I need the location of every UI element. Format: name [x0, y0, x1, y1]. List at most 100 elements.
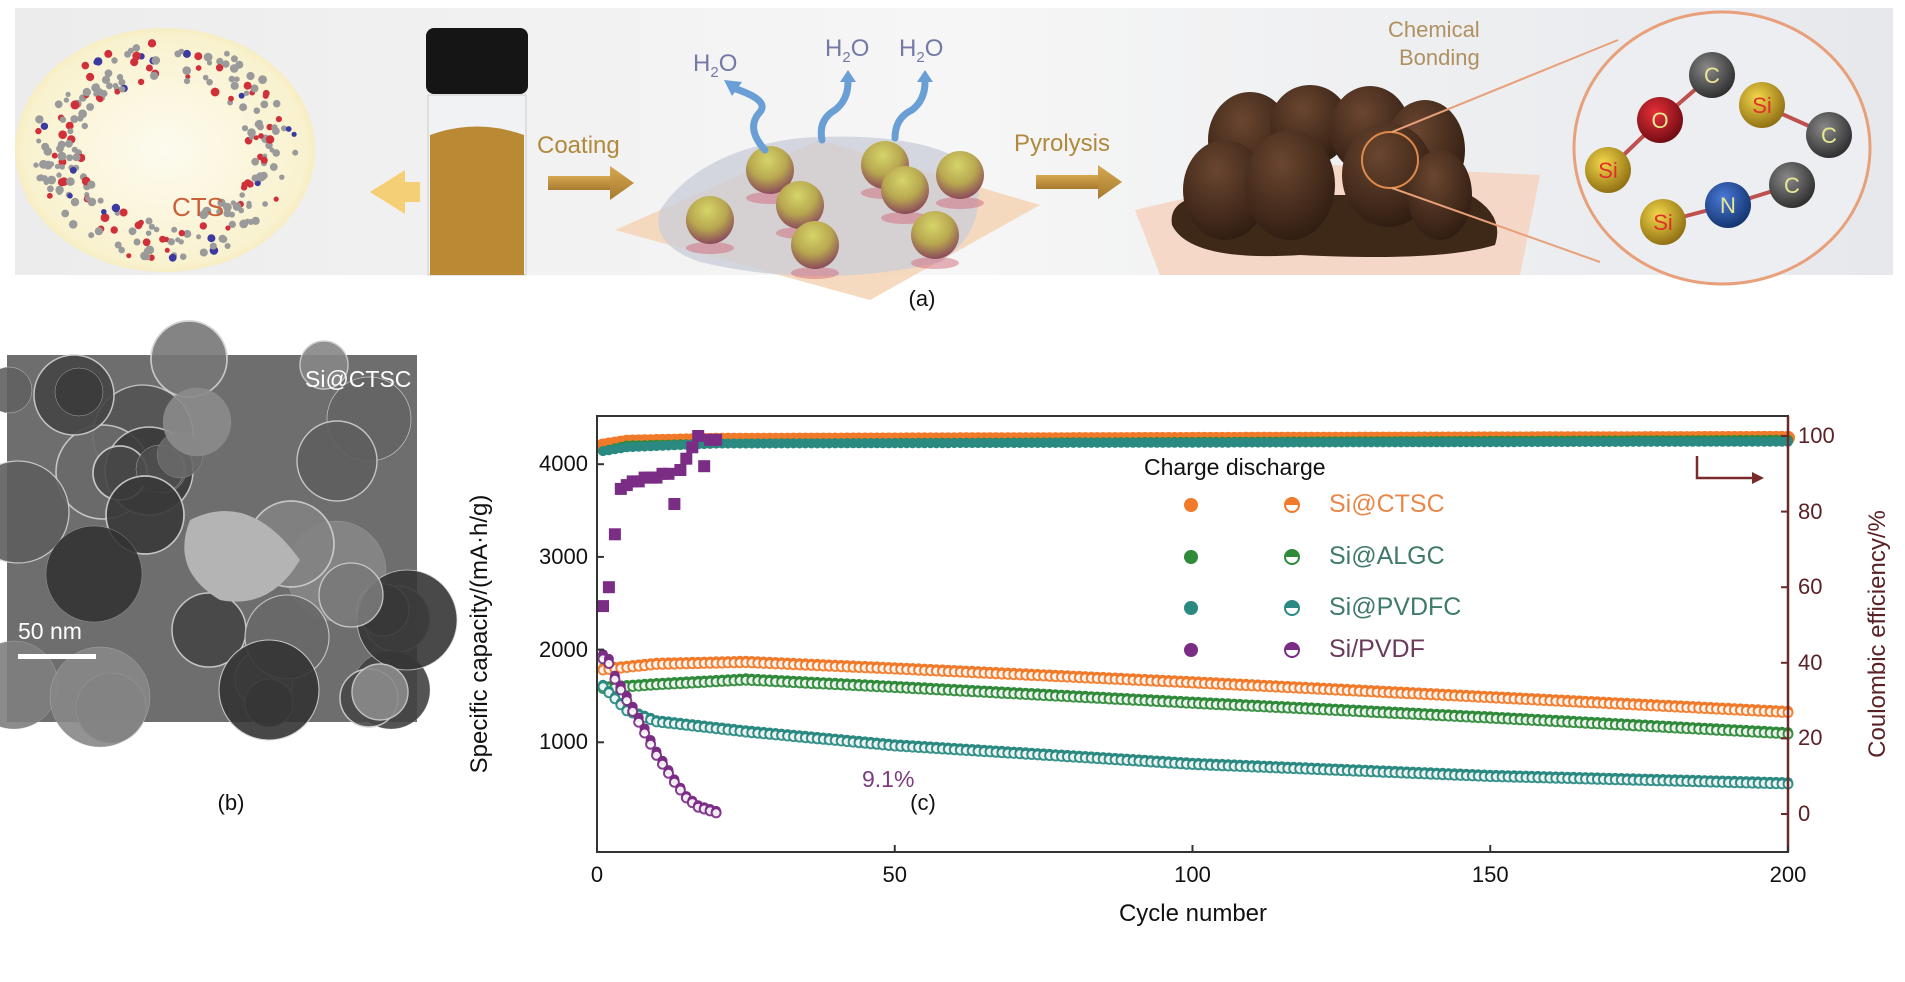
ce-point-Si@CTSC [1149, 432, 1164, 446]
charge-point-Si@PVDFC [841, 736, 853, 748]
y-right-tick-label: 40 [1798, 649, 1823, 675]
charge-point-Si@CTSC [1204, 678, 1216, 690]
ce-point-Si@PVDFC [1395, 437, 1406, 448]
charge-point-Si@PVDFC [1365, 766, 1377, 778]
charge-point-Si@CTSC [1109, 673, 1121, 685]
discharge-point-Si@ALGC [734, 673, 745, 684]
ce-point-Si@PVDFC [693, 439, 704, 450]
discharge-point-Si@CTSC [913, 663, 924, 674]
ce-point-Si@PVDFC [1133, 437, 1144, 448]
legend-label-Si@CTSC: Si@CTSC [1329, 490, 1445, 518]
discharge-point-Si@PVDFC [1425, 767, 1436, 778]
ce-point-Si@CTSC [875, 432, 890, 447]
ce-point-Si@ALGC [663, 439, 674, 450]
discharge-point-Si@ALGC [1139, 694, 1150, 704]
ce-point-Si@CTSC [601, 437, 616, 452]
ce-point-Si@CTSC [1554, 431, 1569, 446]
ce-point-Si@PVDFC [711, 438, 722, 449]
ce-point-Si@CTSC [1203, 431, 1218, 446]
charge-point-Si@PVDFC [1675, 775, 1687, 787]
ce-point-Si@ALGC [687, 439, 698, 450]
charge-point-Si@ALGC [978, 686, 990, 698]
charge-point-Si@CTSC [651, 658, 662, 670]
ce-point-Si@PVDFC [1145, 437, 1156, 448]
charge-point-Si@ALGC [1669, 722, 1681, 734]
ce-point-Si@ALGC [1610, 435, 1621, 446]
charge-point-Si@PVDFC [1395, 767, 1407, 779]
discharge-point-Si@ALGC [824, 677, 835, 688]
charge-point-Si@PVDFC [1746, 777, 1758, 789]
charge-point-Si@CTSC [1621, 699, 1633, 711]
discharge-point-Si@PVDFC [1455, 768, 1466, 779]
molecule-atom [67, 193, 73, 199]
ce-point-Si@ALGC [1652, 435, 1662, 446]
charge-point-Si@ALGC [746, 675, 758, 686]
legend-charge-marker [1284, 497, 1300, 513]
discharge-point-Si@CTSC [1354, 684, 1365, 695]
charge-point-Si@ALGC [728, 675, 740, 687]
ce-point-Si@CTSC [1161, 432, 1176, 446]
ce-point-Si/PVDF [638, 471, 651, 484]
discharge-point-Si@CTSC [1652, 699, 1662, 710]
discharge-point-Si@ALGC [598, 681, 608, 692]
ce-point-Si@CTSC [1060, 432, 1075, 447]
discharge-point-Si@CTSC [1318, 682, 1329, 693]
discharge-point-Si@ALGC [1580, 716, 1591, 727]
tem-particle [104, 426, 194, 516]
ce-point-Si@ALGC [1550, 435, 1561, 446]
discharge-point-Si@ALGC [1723, 724, 1734, 734]
discharge-point-Si@PVDFC [1669, 774, 1680, 785]
ce-point-Si@ALGC [1002, 437, 1013, 448]
discharge-point-Si@ALGC [782, 675, 793, 686]
ce-point-Si@CTSC [1310, 431, 1325, 446]
discharge-point-Si@PVDFC [1574, 772, 1585, 782]
ce-point-Si@CTSC [1215, 431, 1230, 446]
discharge-point-Si@PVDFC [693, 719, 704, 730]
charge-point-Si@CTSC [794, 659, 805, 671]
charge-point-Si@PVDFC [1294, 763, 1306, 775]
ce-point-Si@ALGC [1765, 434, 1776, 445]
charge-point-Si@PVDFC [716, 723, 728, 735]
discharge-point-Si@ALGC [1014, 687, 1025, 698]
ce-point-Si@CTSC [1382, 431, 1396, 446]
discharge-point-Si@ALGC [1497, 712, 1508, 722]
discharge-point-Si@PVDFC [723, 723, 733, 734]
charge-point-Si@ALGC [1216, 699, 1228, 711]
molecule-atom [54, 100, 63, 109]
discharge-point-Si@CTSC [1366, 685, 1377, 695]
ce-point-Si@CTSC [1257, 431, 1271, 446]
molecule-atom [185, 74, 191, 80]
discharge-point-Si@ALGC [1068, 690, 1079, 701]
charge-point-Si@PVDFC [1371, 766, 1383, 778]
molecule-atom [207, 234, 216, 243]
charge-point-Si@ALGC [1717, 725, 1728, 736]
charge-point-Si@PVDFC [925, 742, 936, 754]
discharge-point-Si@CTSC [1771, 705, 1782, 716]
ce-point-Si@ALGC [1354, 436, 1365, 447]
ce-point-Si@PVDFC [794, 438, 805, 449]
ce-point-Si/PVDF [650, 471, 663, 484]
charge-point-Si@PVDFC [942, 743, 954, 755]
discharge-point-Si@PVDFC [627, 706, 638, 717]
charge-point-Si@ALGC [1300, 703, 1312, 715]
charge-point-Si@ALGC [1639, 720, 1651, 732]
charge-point-Si@ALGC [1091, 692, 1103, 704]
discharge-point-Si@PVDFC [1634, 773, 1645, 784]
ce-point-Si@ALGC [1282, 436, 1293, 447]
ce-point-Si/PVDF [608, 528, 621, 541]
ce-point-Si@PVDFC [788, 438, 799, 449]
discharge-point-Si@CTSC [639, 658, 650, 669]
charge-point-Si@CTSC [1663, 701, 1675, 713]
ce-point-Si@ALGC [1390, 436, 1400, 447]
discharge-point-Si@CTSC [675, 657, 686, 668]
discharge-point-Si@ALGC [615, 680, 626, 691]
charge-point-Si@ALGC [794, 677, 805, 689]
ce-point-Si@CTSC [822, 432, 837, 447]
ce-point-Si@ALGC [1026, 437, 1037, 448]
discharge-point-Si@ALGC [669, 677, 680, 687]
charge-point-Si@CTSC [692, 658, 704, 670]
discharge-point-Si@CTSC [1372, 685, 1383, 696]
charge-point-Si@ALGC [1282, 702, 1294, 714]
discharge-point-Si@ALGC [776, 675, 787, 686]
ce-point-Si@CTSC [994, 432, 1009, 447]
